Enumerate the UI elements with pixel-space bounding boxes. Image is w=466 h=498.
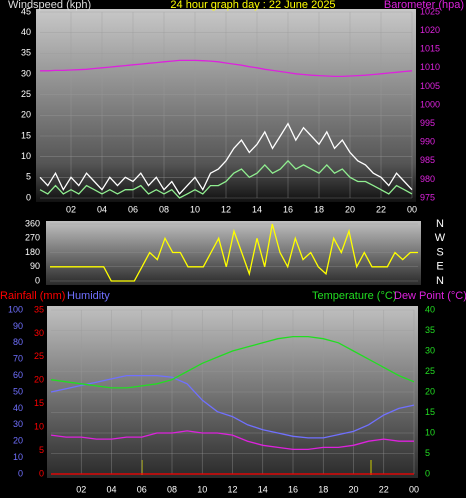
series-line [50, 430, 414, 451]
x-tick-label: 16 [283, 204, 293, 214]
y3-tick-label: 35 [34, 304, 44, 314]
y-tick-label: 40 [13, 403, 23, 413]
y2-tick-label: 30 [425, 345, 435, 355]
x-tick-label: 06 [137, 484, 147, 494]
x-tick-label: 12 [227, 484, 237, 494]
series-line [50, 223, 418, 282]
x-tick-label: 18 [314, 204, 324, 214]
x-tick-label: 22 [379, 484, 389, 494]
y2-tick-label: 35 [425, 325, 435, 335]
y-tick-label: 0 [35, 275, 40, 285]
y-tick-label: 50 [13, 386, 23, 396]
y2-tick-label: 15 [425, 407, 435, 417]
y3-tick-label: 30 [34, 328, 44, 338]
y-tick-label: 25 [21, 89, 31, 99]
y-tick-label: 35 [21, 48, 31, 58]
y3-tick-label: 15 [34, 398, 44, 408]
y-tick-label: 30 [21, 68, 31, 78]
legend-label: Rainfall (mm) [0, 290, 65, 302]
x-tick-label: 22 [376, 204, 386, 214]
x-tick-label: 00 [409, 484, 419, 494]
y3-tick-label: 10 [34, 422, 44, 432]
y2-tick-label: 995 [420, 118, 435, 128]
y3-tick-label: 25 [34, 351, 44, 361]
series-line [39, 159, 413, 199]
y2-tick-label: 980 [420, 174, 435, 184]
y2-tick-label: N [436, 275, 444, 287]
y3-tick-label: 20 [34, 375, 44, 385]
x-tick-label: 02 [66, 204, 76, 214]
y-tick-label: 100 [8, 304, 23, 314]
y2-tick-label: 20 [425, 386, 435, 396]
y3-tick-label: 5 [39, 445, 44, 455]
y2-tick-label: 5 [425, 448, 430, 458]
y2-tick-label: 0 [425, 468, 430, 478]
x-tick-label: 14 [252, 204, 262, 214]
y-tick-label: 60 [13, 370, 23, 380]
x-tick-label: 18 [318, 484, 328, 494]
y2-tick-label: W [435, 232, 446, 244]
y-tick-label: 15 [21, 130, 31, 140]
y-tick-label: 180 [25, 247, 40, 257]
y-tick-label: 10 [21, 151, 31, 161]
x-tick-label: 06 [128, 204, 138, 214]
y-tick-label: 20 [13, 436, 23, 446]
y-tick-label: 45 [21, 6, 31, 16]
y2-axis-label: Barometer (hpa) [384, 0, 464, 11]
y-tick-label: 0 [26, 192, 31, 202]
y-tick-label: 0 [18, 468, 23, 478]
series-line [50, 374, 415, 439]
y3-tick-label: 0 [39, 468, 44, 478]
y2-tick-label: 985 [420, 155, 435, 165]
x-tick-label: 20 [348, 484, 358, 494]
legend-label: Dew Point (°C) [394, 290, 466, 302]
y-tick-label: 10 [13, 452, 23, 462]
y-tick-label: 40 [21, 27, 31, 37]
y2-tick-label: 975 [420, 192, 435, 202]
series-line [50, 335, 415, 389]
legend-label: Humidity [67, 290, 110, 302]
x-tick-label: 16 [288, 484, 298, 494]
series-line [39, 122, 413, 195]
y-tick-label: 30 [13, 419, 23, 429]
y2-tick-label: 1020 [420, 25, 440, 35]
x-tick-label: 10 [197, 484, 207, 494]
y2-tick-label: 25 [425, 366, 435, 376]
y2-tick-label: 1005 [420, 81, 440, 91]
y2-tick-label: 1025 [420, 6, 440, 16]
y2-tick-label: 40 [425, 304, 435, 314]
y-tick-label: 5 [26, 172, 31, 182]
legend-label: Temperature (°C) [312, 290, 396, 302]
x-tick-label: 02 [76, 484, 86, 494]
chart-title: 24 hour graph day : 22 June 2025 [170, 0, 335, 11]
x-tick-label: 04 [106, 484, 116, 494]
y2-tick-label: 10 [425, 427, 435, 437]
y-tick-label: 80 [13, 337, 23, 347]
x-tick-label: 14 [258, 484, 268, 494]
x-tick-label: 08 [159, 204, 169, 214]
y-tick-label: 20 [21, 110, 31, 120]
x-tick-label: 08 [167, 484, 177, 494]
y-tick-label: 90 [13, 321, 23, 331]
y2-tick-label: 990 [420, 137, 435, 147]
y2-tick-label: 1015 [420, 44, 440, 54]
y2-tick-label: N [436, 218, 444, 230]
y2-tick-label: S [436, 246, 443, 258]
y-tick-label: 70 [13, 354, 23, 364]
x-tick-label: 04 [97, 204, 107, 214]
y2-tick-label: E [436, 261, 443, 273]
y-axis-label: Windspeed (kph) [8, 0, 91, 11]
x-tick-label: 10 [190, 204, 200, 214]
x-tick-label: 20 [345, 204, 355, 214]
x-tick-label: 00 [407, 204, 417, 214]
y2-tick-label: 1010 [420, 62, 440, 72]
y2-tick-label: 1000 [420, 99, 440, 109]
y-tick-label: 270 [25, 233, 40, 243]
series-line [40, 59, 413, 78]
y-tick-label: 90 [30, 261, 40, 271]
x-tick-label: 12 [221, 204, 231, 214]
y-tick-label: 360 [25, 218, 40, 228]
